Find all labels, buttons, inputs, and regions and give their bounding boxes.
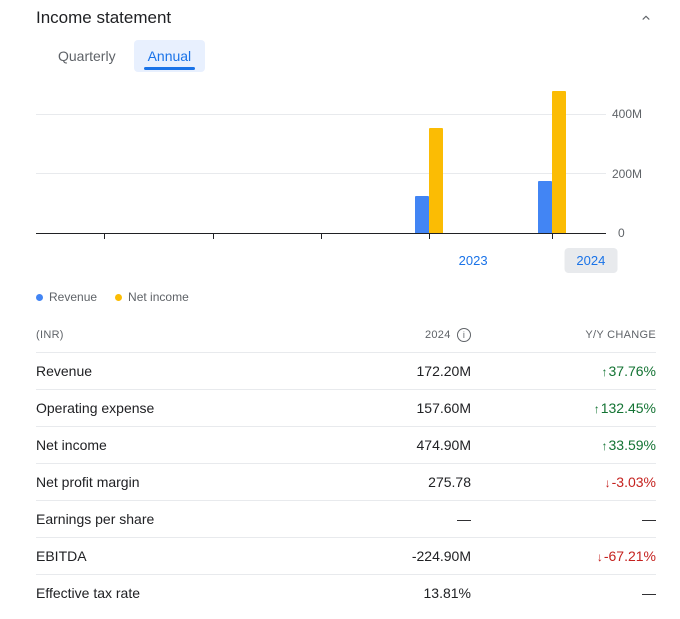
legend-item: Revenue: [36, 290, 97, 304]
change-cell: —: [495, 575, 656, 612]
table-row: Revenue172.20M↑37.76%: [36, 353, 656, 390]
chart-legend: Revenue Net income: [36, 284, 656, 318]
info-icon[interactable]: i: [457, 328, 471, 342]
legend-label: Revenue: [49, 290, 97, 304]
chart-plot: 0: [36, 84, 606, 234]
change-cell: —: [495, 501, 656, 538]
change-cell: ↑132.45%: [495, 390, 656, 427]
y-tick-label: 400M: [612, 107, 642, 121]
table-row: Net income474.90M↑33.59%: [36, 427, 656, 464]
value-cell: 474.90M: [306, 427, 495, 464]
table-row: Earnings per share——: [36, 501, 656, 538]
bar[interactable]: [415, 196, 429, 233]
value-cell: 13.81%: [306, 575, 495, 612]
metric-cell: Net income: [36, 427, 306, 464]
metric-cell: Operating expense: [36, 390, 306, 427]
change-cell: ↑37.76%: [495, 353, 656, 390]
legend-label: Net income: [128, 290, 189, 304]
change-cell: ↓-67.21%: [495, 538, 656, 575]
value-cell: 157.60M: [306, 390, 495, 427]
tab-annual[interactable]: Annual: [134, 40, 206, 72]
x-label[interactable]: 2024: [564, 248, 617, 273]
value-year: 2024: [425, 329, 451, 341]
legend-item: Net income: [115, 290, 189, 304]
chart-yaxis: 200M 400M: [606, 84, 656, 234]
x-label[interactable]: 2023: [447, 248, 500, 273]
financials-table: (INR) 2024 i Y/Y CHANGE Revenue172.20M↑3…: [36, 318, 656, 611]
value-cell: —: [306, 501, 495, 538]
period-tabs: QuarterlyAnnual: [36, 34, 656, 74]
gridline: [36, 114, 606, 115]
metric-cell: Net profit margin: [36, 464, 306, 501]
x-tick: [321, 233, 322, 239]
bar-group: [538, 91, 566, 234]
value-cell: 275.78: [306, 464, 495, 501]
tab-quarterly[interactable]: Quarterly: [44, 40, 130, 72]
chart-xlabels: 2023 2024: [36, 248, 656, 284]
y-tick-label: 200M: [612, 167, 642, 181]
x-tick: [552, 233, 553, 239]
panel-title: Income statement: [36, 8, 171, 28]
value-cell: 172.20M: [306, 353, 495, 390]
legend-dot-icon: [115, 294, 122, 301]
value-cell: -224.90M: [306, 538, 495, 575]
bar-group: [415, 128, 443, 233]
table-row: Operating expense157.60M↑132.45%: [36, 390, 656, 427]
change-cell: ↑33.59%: [495, 427, 656, 464]
bar[interactable]: [538, 181, 552, 233]
collapse-icon[interactable]: [636, 8, 656, 28]
income-statement-panel: Income statement QuarterlyAnnual 0 200M 4…: [0, 0, 680, 619]
x-tick: [429, 233, 430, 239]
legend-dot-icon: [36, 294, 43, 301]
gridline: [36, 173, 606, 174]
metric-cell: EBITDA: [36, 538, 306, 575]
chart: 0 200M 400M 2023 2024: [36, 74, 656, 284]
col-metric: (INR): [36, 318, 306, 353]
panel-header: Income statement: [36, 0, 656, 34]
metric-cell: Earnings per share: [36, 501, 306, 538]
col-change: Y/Y CHANGE: [495, 318, 656, 353]
col-value: 2024 i: [306, 318, 495, 353]
table-row: Net profit margin275.78↓-3.03%: [36, 464, 656, 501]
x-tick: [104, 233, 105, 239]
table-row: Effective tax rate13.81%—: [36, 575, 656, 612]
x-tick: [213, 233, 214, 239]
bar[interactable]: [429, 128, 443, 233]
change-cell: ↓-3.03%: [495, 464, 656, 501]
table-row: EBITDA-224.90M↓-67.21%: [36, 538, 656, 575]
metric-cell: Effective tax rate: [36, 575, 306, 612]
metric-cell: Revenue: [36, 353, 306, 390]
bar[interactable]: [552, 91, 566, 234]
